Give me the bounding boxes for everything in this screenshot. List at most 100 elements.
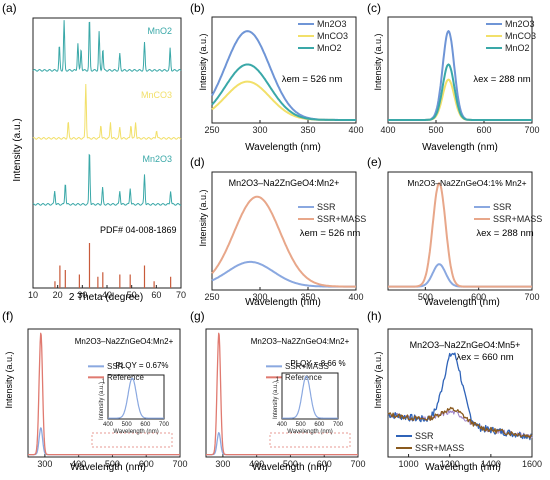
b-x-ticklabel-400: 400 [348,125,363,135]
f-x-ticklabel-500: 500 [105,459,120,469]
g-xlabel: Wavelength (nm) [252,462,328,473]
f-inset-ticklabel-500: 500 [122,422,133,428]
e-series-SSR [387,263,533,288]
f-series-Reference [27,332,181,456]
d-x-ticklabel-300: 300 [252,292,267,302]
e-x-ticklabel-600: 600 [471,292,486,302]
g-inset-ylabel: Intensity (a.u.) [273,381,279,419]
h-x-ticklabel-1400: 1400 [481,459,501,469]
f-title: Mn2O3–Na2ZnGeO4:Mn2+ [75,337,174,346]
a-x-ticklabel-60: 60 [151,290,161,300]
b-legend-entry-2: MnO2 [317,43,342,53]
g-legend-entry-0: SSR+MASS [285,362,329,371]
f-inset-frame [107,374,165,420]
panel-e-label: (e) [367,155,382,169]
f-ylabel: Intensity (a.u.) [4,351,14,408]
f-zoom-box [91,432,173,448]
h-series-SSR+MASS [387,406,533,439]
a-x-ticklabel-40: 40 [102,290,112,300]
b-legend-entry-0: Mn2O3 [317,19,347,29]
h-x-ticklabel-1600: 1600 [522,459,542,469]
e-x-ticklabel-700: 700 [524,292,539,302]
g-inset-ticklabel-700: 700 [333,422,344,428]
g-x-ticklabel-700: 700 [350,459,365,469]
f-inset-series [107,377,165,419]
g-x-ticklabel-600: 600 [317,459,332,469]
d-xlabel: Wavelength (nm) [245,297,321,308]
f-inset-ticklabel-600: 600 [140,422,151,428]
a-xrd-line-Mn2O3 [32,153,182,206]
g-series-SSR+MASS [205,432,359,456]
g-x-ticklabel-300: 300 [215,459,230,469]
d-series-SSR [211,260,357,288]
f-inset-ticklabel-400: 400 [103,422,114,428]
e-title: Mn2O3–Na2ZnGeO4:1% Mn2+ [407,178,526,188]
d-ylabel: Intensity (a.u.) [198,189,208,246]
panel-d-frame [211,171,357,291]
c-x-ticklabel-400: 400 [380,125,395,135]
f-xlabel: Wavelength (nm) [70,462,146,473]
g-inset-ticklabel-600: 600 [314,422,325,428]
a-trace-label-Mn2O3: Mn2O3 [142,154,172,164]
panel-h-frame [387,328,533,458]
g-zoom-box [269,432,351,448]
f-inset-ticklabel-700: 700 [159,422,170,428]
f-plqy: PLQY = 0.67% [116,361,169,370]
a-trace-label-MnO2: MnO2 [147,26,172,36]
h-ylabel: Intensity (a.u.) [373,351,383,408]
panel-f-label: (f) [2,309,13,323]
c-x-ticklabel-500: 500 [428,125,443,135]
data-layer [27,20,533,456]
a-x-ticklabel-20: 20 [53,290,63,300]
b-x-ticklabel-300: 300 [252,125,267,135]
e-series-SSR+MASS [387,182,533,288]
a-xrd-line-MnCO3 [32,83,182,140]
b-series-MnO2 [211,63,357,121]
d-x-ticklabel-400: 400 [348,292,363,302]
a-x-ticklabel-30: 30 [77,290,87,300]
b-series-MnCO3 [211,80,357,121]
panel-a-frame [32,17,182,289]
h-x-ticklabel-1200: 1200 [440,459,460,469]
g-legend-entry-1: Reference [285,373,322,382]
b-x-ticklabel-350: 350 [300,125,315,135]
g-series-Reference [205,332,359,456]
f-x-ticklabel-600: 600 [139,459,154,469]
h-legend-entry-1: SSR+MASS [415,443,464,453]
a-x-ticklabel-10: 10 [28,290,38,300]
g-x-ticklabel-400: 400 [249,459,264,469]
c-note: λex = 288 nm [473,74,530,85]
g-inset-ticklabel-500: 500 [296,422,307,428]
a-pdf-label: PDF# 04-008-1869 [100,225,177,235]
panel-c-frame [387,16,533,124]
h-series-SSR [387,352,533,441]
h-title: Mn2O3–Na2ZnGeO4:Mn5+ [410,340,521,350]
d-series-SSR+MASS [211,195,357,288]
d-x-ticklabel-350: 350 [300,292,315,302]
f-legend-entry-1: Reference [107,373,144,382]
panel-g-label: (g) [190,309,205,323]
e-note: λex = 288 nm [476,228,533,239]
d-legend-entry-1: SSR+MASS [317,214,366,224]
f-x-ticklabel-300: 300 [37,459,52,469]
f-inset-ytick: 1 [102,379,106,385]
a-xrd-line-MnO2 [32,20,182,72]
a-xlabel: 2 Theta (degree) [69,292,143,303]
e-legend-entry-0: SSR [493,202,512,212]
c-legend-entry-2: MnO2 [505,43,530,53]
e-legend-entry-1: SSR+MASS [493,214,542,224]
a-x-ticklabel-70: 70 [176,290,186,300]
f-legend-entry-0: SSR [107,362,124,371]
b-x-ticklabel-250: 250 [204,125,219,135]
e-x-ticklabel-500: 500 [418,292,433,302]
c-x-ticklabel-600: 600 [476,125,491,135]
c-ylabel: Intensity (a.u.) [373,33,383,90]
panel-h-label: (h) [367,309,382,323]
b-xlabel: Wavelength (nm) [245,142,321,153]
g-plqy: PLQY = 8.66 % [290,359,345,368]
g-inset-xlabel: Wavelength (nm) [287,429,332,435]
f-x-ticklabel-700: 700 [172,459,187,469]
c-x-ticklabel-700: 700 [524,125,539,135]
c-series-MnO2 [387,63,533,121]
